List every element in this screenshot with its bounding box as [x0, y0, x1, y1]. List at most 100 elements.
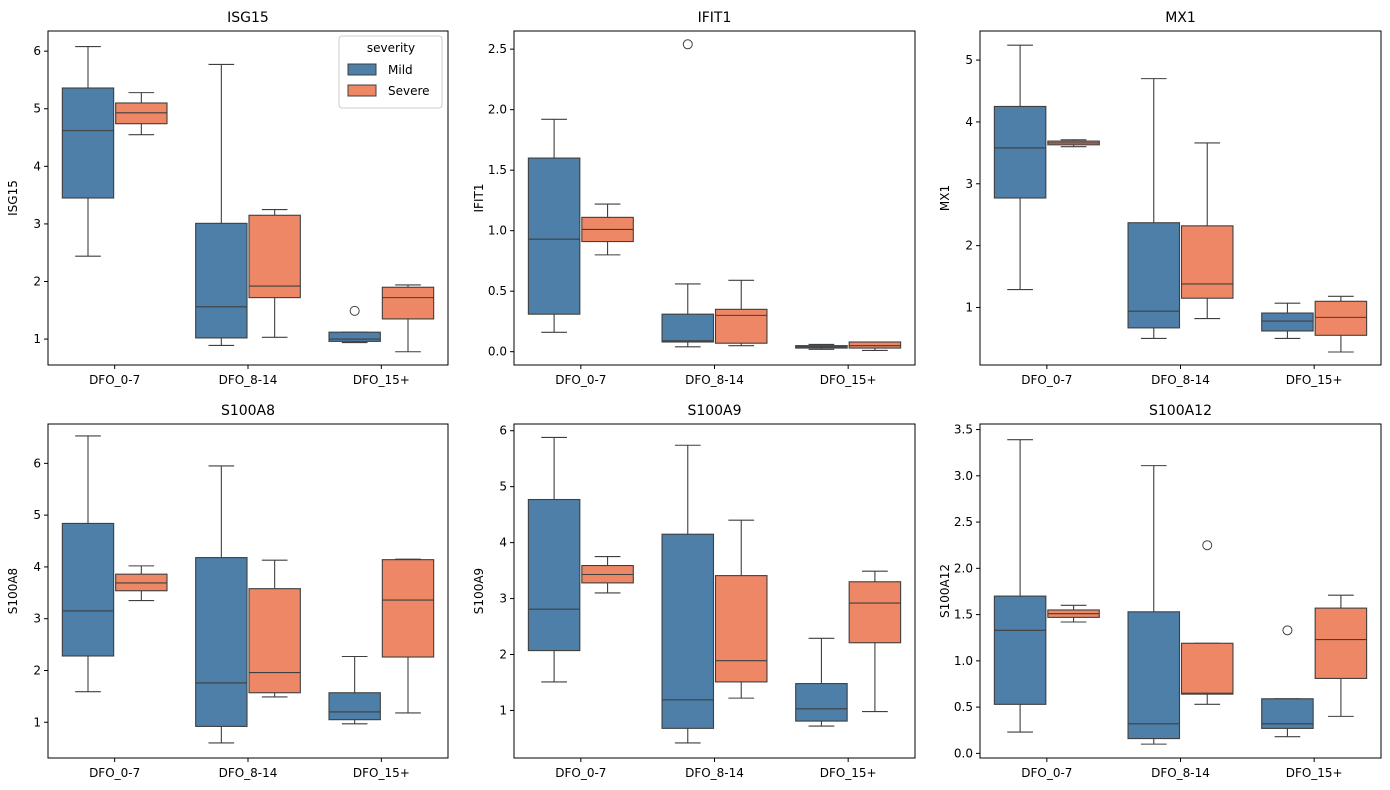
box-severe-DFO_0-7	[1047, 139, 1100, 148]
y-tick-label: 1	[33, 332, 41, 346]
box-iqr	[527, 157, 581, 315]
box-severe-DFO_0-7	[581, 556, 634, 594]
box-mild-DFO_8-14	[1127, 465, 1181, 745]
panel-isg15: ISG15 ISG15 1 2 3 4 5 6 DFO_0-7 DFO_8-14 DFO_15…	[6, 10, 449, 387]
panel-title: IFIT1	[698, 10, 732, 26]
y-tick-label: 0.5	[954, 700, 973, 714]
box-iqr	[115, 102, 168, 125]
box-severe-DFO_15+	[1314, 295, 1368, 353]
legend-label-mild: Mild	[388, 63, 413, 77]
y-tick-label: 2.0	[488, 103, 507, 117]
y-axis-ticks: 1 2 3 4 5 6	[33, 44, 48, 346]
box-severe-DFO_15+	[381, 284, 435, 353]
box-iqr	[661, 533, 715, 729]
box-iqr	[381, 559, 435, 658]
box-iqr	[1261, 312, 1314, 332]
y-axis-ticks: 0.0 0.5 1.0 1.5 2.0 2.5 3.0 3.5	[954, 423, 980, 760]
y-axis-ticks: 0.0 0.5 1.0 1.5 2.0 2.5	[488, 42, 514, 359]
box-mild-DFO_0-7	[61, 435, 115, 693]
y-axis-ticks: 1 2 3 4 5	[965, 53, 980, 314]
x-tick-label: DFO_8-14	[1151, 766, 1210, 780]
box-iqr	[1180, 642, 1234, 695]
box-severe-DFO_0-7	[581, 203, 634, 256]
legend-swatch-severe	[347, 84, 377, 97]
x-tick-label: DFO_15+	[1286, 766, 1343, 780]
box-severe-DFO_15+	[1314, 594, 1368, 717]
y-tick-label: 0.0	[954, 746, 973, 760]
box-severe-DFO_0-7	[115, 565, 168, 602]
y-tick-label: 3.0	[954, 469, 973, 483]
x-tick-label: DFO_8-14	[219, 373, 278, 387]
y-tick-label: 2	[499, 647, 507, 661]
y-tick-label: 3	[33, 217, 41, 231]
box-iqr	[248, 214, 301, 299]
box-mild-DFO_0-7	[527, 118, 581, 333]
y-tick-label: 1	[499, 703, 507, 717]
box-mild-DFO_0-7	[993, 439, 1047, 733]
panel-ifit1: IFIT1 IFIT1 0.00.51.01.52.02.5 DFO_0-7 DF…	[472, 10, 916, 387]
box-mild-DFO_15+	[328, 655, 381, 725]
box-mild-DFO_15+	[795, 343, 848, 350]
box-iqr	[714, 308, 768, 344]
box-group	[61, 45, 435, 353]
box-mild-DFO_8-14	[195, 465, 248, 744]
y-axis-label: S100A8	[6, 568, 20, 614]
box-iqr	[61, 522, 115, 657]
y-tick-label: 1	[33, 715, 41, 729]
box-iqr	[848, 581, 902, 644]
box-iqr	[61, 87, 115, 199]
y-tick-label: 2.5	[954, 515, 973, 529]
y-tick-label: 6	[33, 44, 41, 58]
box-severe-DFO_15+	[848, 570, 902, 713]
y-tick-label: 0.0	[488, 345, 507, 359]
legend-swatch-mild	[347, 63, 377, 76]
box-iqr	[1314, 607, 1368, 679]
x-axis-ticks: DFO_0-7 DFO_8-14 DFO_15+	[555, 365, 877, 387]
y-tick-label: 3	[965, 177, 973, 191]
box-group	[993, 439, 1368, 745]
y-tick-label: 2.0	[954, 561, 973, 575]
y-axis-label: ISG15	[6, 180, 20, 216]
box-mild-DFO_0-7	[61, 45, 115, 257]
box-iqr	[527, 498, 581, 652]
x-axis-ticks: DFO_0-7 DFO_8-14 DFO_15+	[89, 365, 410, 387]
y-tick-label: 4	[499, 536, 507, 550]
box-mild-DFO_0-7	[527, 436, 581, 683]
y-axis-label: MX1	[938, 185, 952, 211]
x-tick-label: DFO_8-14	[685, 373, 744, 387]
box-severe-DFO_8-14	[1180, 142, 1234, 320]
x-tick-label: DFO_15+	[820, 373, 877, 387]
box-severe-DFO_8-14	[714, 519, 768, 699]
box-severe-DFO_15+	[381, 558, 435, 714]
x-axis-ticks: DFO_0-7 DFO_8-14 DFO_15+	[555, 758, 877, 780]
y-tick-label: 4	[965, 115, 973, 129]
x-axis-ticks: DFO_0-7 DFO_8-14 DFO_15+	[89, 758, 410, 780]
x-tick-label: DFO_15+	[820, 766, 877, 780]
panel-title: ISG15	[227, 10, 269, 26]
panel-s100a12: S100A12 S100A12 0.0 0.5 1.0 1.5 2.0 2.5 3.0 3.5…	[938, 403, 1382, 780]
box-mild-DFO_8-14	[1127, 78, 1181, 339]
panel-title: S100A9	[687, 403, 741, 419]
x-tick-label: DFO_0-7	[1021, 373, 1072, 387]
y-tick-label: 3.5	[954, 423, 973, 437]
box-mild-DFO_8-14	[661, 444, 715, 744]
x-tick-label: DFO_0-7	[555, 766, 606, 780]
y-tick-label: 5	[499, 480, 507, 494]
y-tick-label: 6	[499, 424, 507, 438]
y-tick-label: 5	[33, 508, 41, 522]
box-severe-DFO_8-14	[248, 559, 301, 698]
panel-title: S100A12	[1149, 403, 1212, 419]
box-iqr	[993, 105, 1047, 199]
box-iqr	[248, 588, 301, 694]
x-tick-label: DFO_15+	[353, 373, 410, 387]
x-tick-label: DFO_0-7	[89, 373, 140, 387]
y-tick-label: 2	[33, 275, 41, 289]
x-tick-label: DFO_8-14	[685, 766, 744, 780]
y-axis-ticks: 1 2 3 4 5 6	[33, 456, 48, 729]
box-mild-DFO_15+	[1261, 625, 1314, 738]
box-mild-DFO_15+	[1261, 302, 1314, 339]
box-group	[993, 44, 1368, 353]
box-iqr	[381, 286, 435, 320]
legend-label-severe: Severe	[388, 84, 430, 98]
